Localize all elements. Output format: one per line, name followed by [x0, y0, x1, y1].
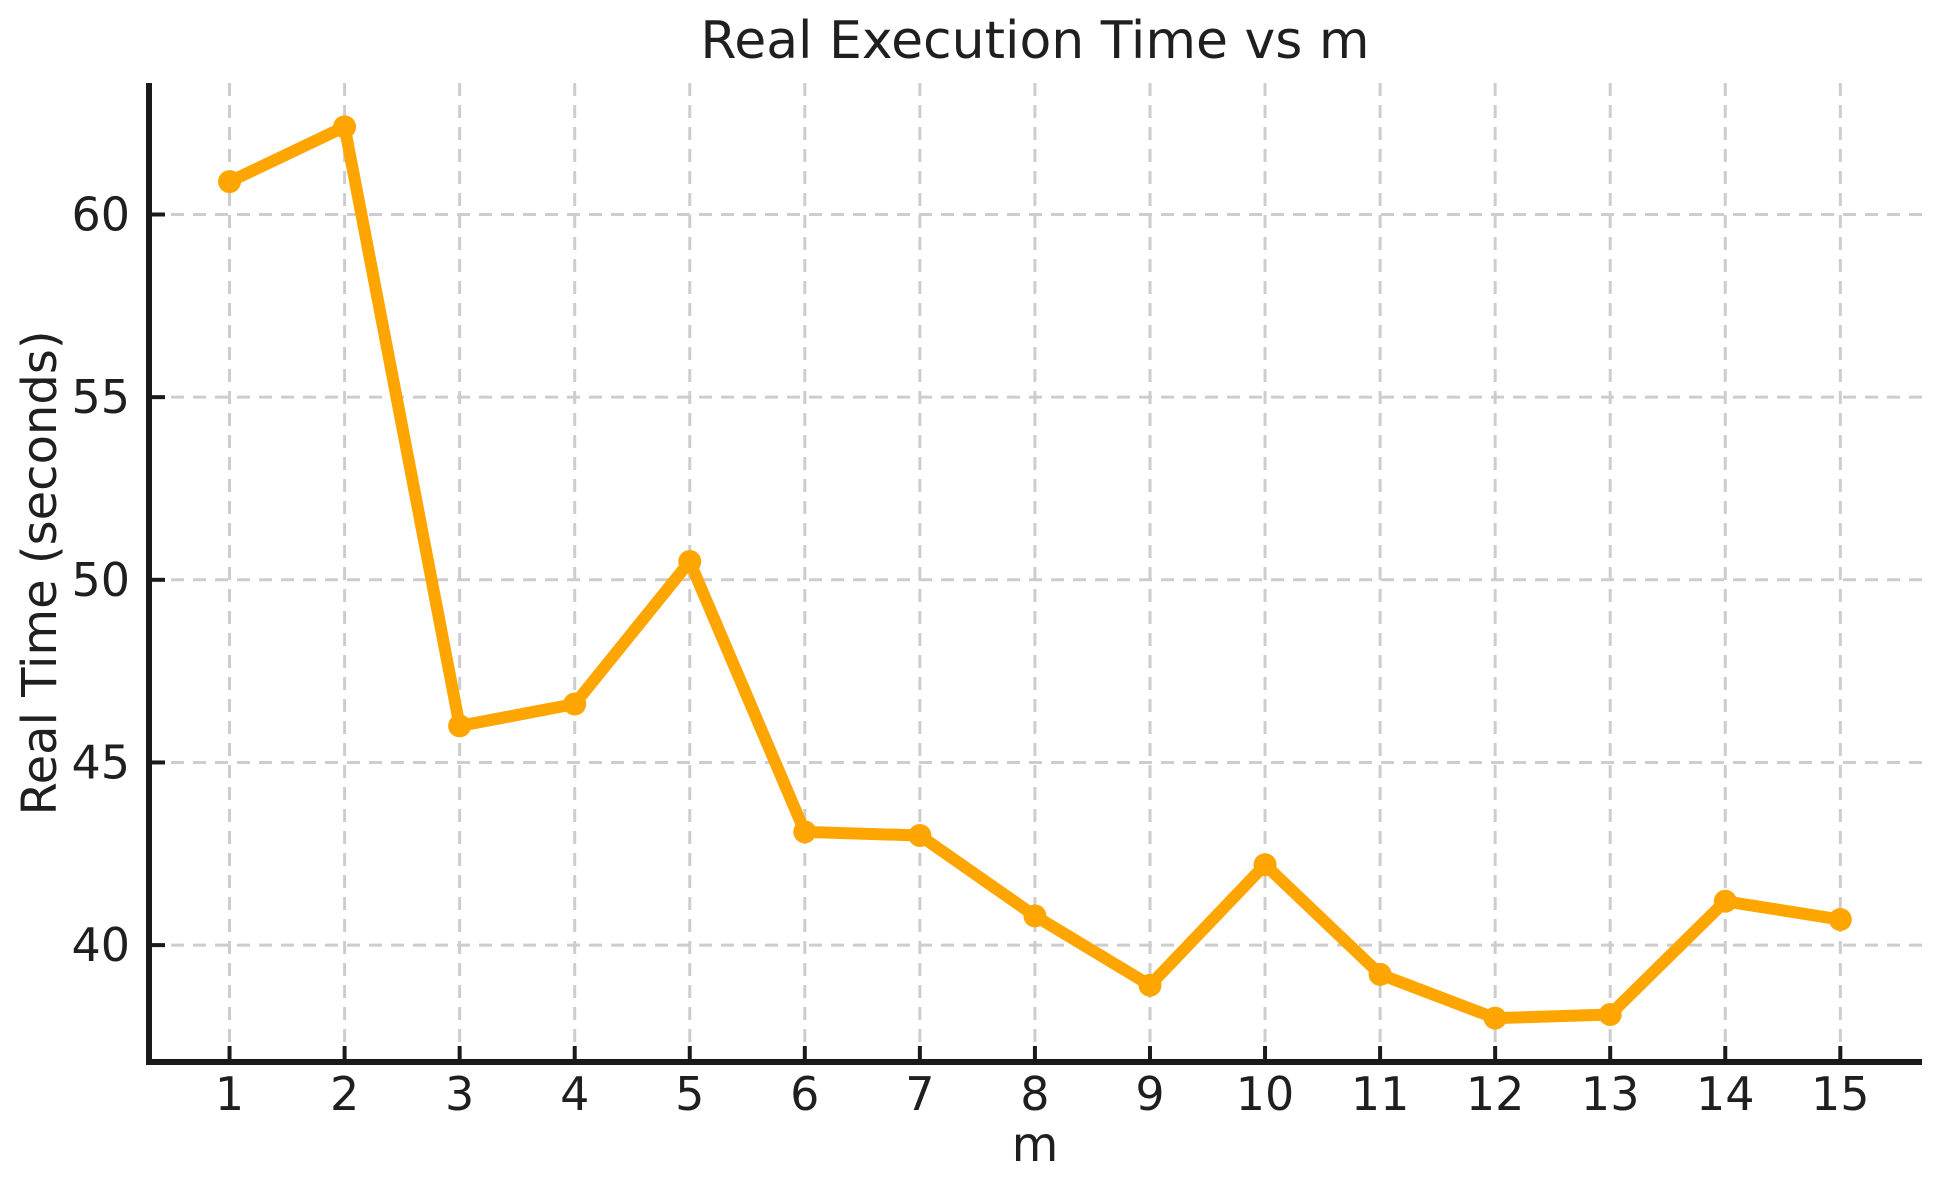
y-axis-label: Real Time (seconds) — [12, 330, 68, 815]
x-tick-label: 2 — [330, 1067, 359, 1121]
x-tick-label: 8 — [1020, 1067, 1049, 1121]
x-tick-label: 6 — [790, 1067, 819, 1121]
data-point — [1713, 889, 1737, 913]
data-point — [1483, 1006, 1507, 1030]
data-point — [1598, 1003, 1622, 1027]
x-tick-label: 3 — [445, 1067, 474, 1121]
x-tick-label: 15 — [1811, 1067, 1870, 1121]
data-point — [1368, 962, 1392, 986]
data-point — [1138, 973, 1162, 997]
x-tick-label: 11 — [1351, 1067, 1410, 1121]
data-point — [1023, 904, 1047, 928]
data-point — [678, 550, 702, 574]
x-tick-label: 4 — [560, 1067, 589, 1121]
data-point — [448, 714, 472, 738]
x-axis-label: m — [1012, 1117, 1059, 1173]
data-point — [1253, 853, 1277, 877]
data-point — [218, 170, 242, 194]
x-tick-label: 10 — [1236, 1067, 1295, 1121]
x-tick-label: 14 — [1696, 1067, 1755, 1121]
y-tick-label: 50 — [71, 553, 130, 607]
data-point — [333, 115, 357, 139]
chart-title: Real Execution Time vs m — [700, 11, 1369, 71]
x-tick-label: 1 — [215, 1067, 244, 1121]
x-tick-label: 9 — [1135, 1067, 1164, 1121]
y-tick-label: 60 — [71, 188, 130, 242]
y-tick-label: 45 — [71, 735, 130, 789]
x-tick-label: 5 — [675, 1067, 704, 1121]
data-series-layer — [218, 115, 1852, 1030]
data-point — [563, 692, 587, 716]
x-tick-label: 12 — [1466, 1067, 1525, 1121]
tick-layer — [149, 212, 1843, 1062]
data-point — [1828, 908, 1852, 932]
x-tick-label: 7 — [905, 1067, 934, 1121]
y-tick-label: 40 — [71, 918, 130, 972]
x-tick-label: 13 — [1581, 1067, 1640, 1121]
data-point — [908, 824, 932, 848]
y-tick-label: 55 — [71, 370, 130, 424]
axis-spines — [146, 83, 1922, 1065]
data-point — [793, 820, 817, 844]
